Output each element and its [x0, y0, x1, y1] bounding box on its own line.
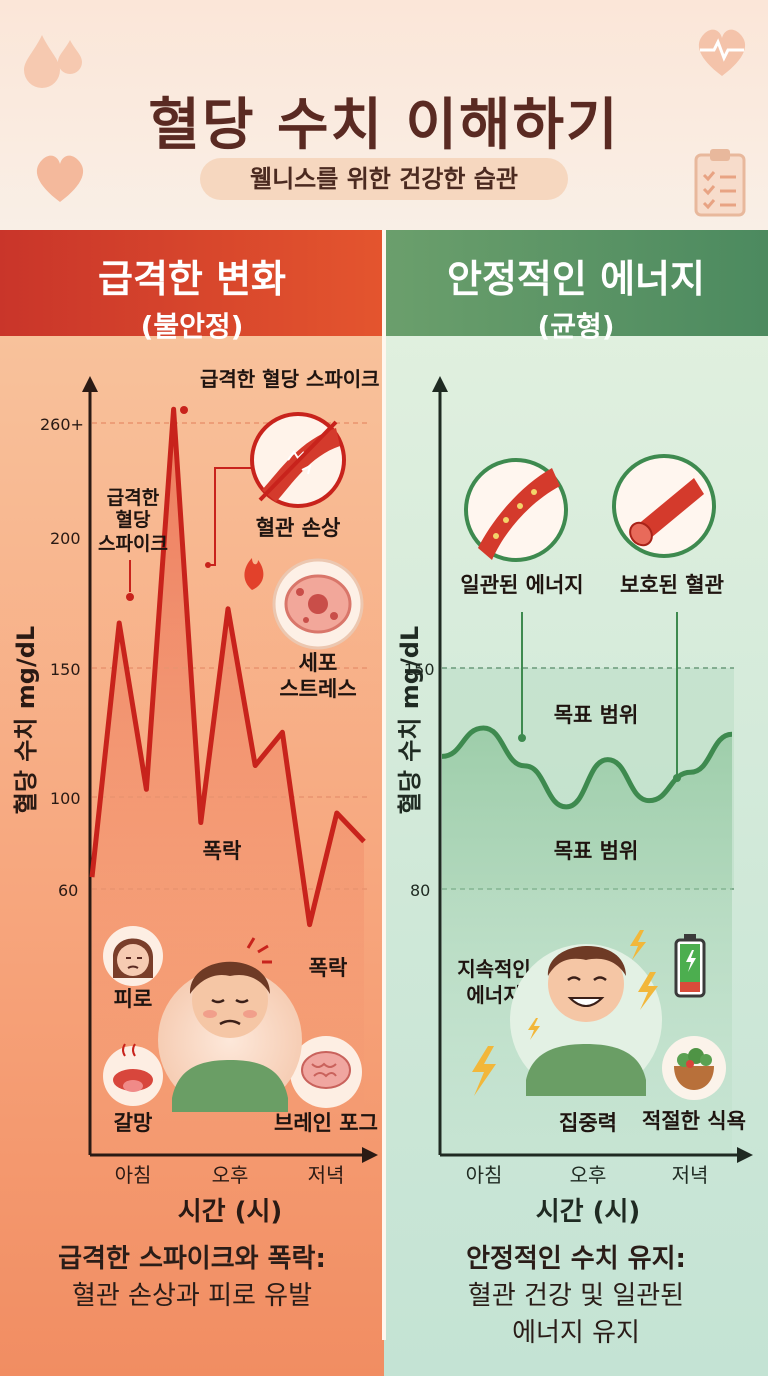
unstable-summary: 급격한 스파이크와 폭락: 혈관 손상과 피로 유발: [0, 1238, 384, 1312]
right-xtick-evening: 저녁: [672, 1163, 709, 1187]
right-area-fill: [442, 728, 732, 1155]
left-leader-vessel-dot: [205, 562, 211, 568]
stable-heading: 안정적인 에너지: [447, 257, 705, 301]
right-leader-energy-dot: [518, 734, 526, 742]
left-xtick-morning: 아침: [115, 1163, 152, 1187]
left-fatigue-label: 피로: [114, 987, 153, 1011]
left-ytick-100: 100: [50, 789, 81, 808]
lightning-icon: [638, 972, 658, 1010]
right-x-axis-label: 시간 (시): [536, 1197, 641, 1227]
focus-label: 집중력: [559, 1111, 617, 1135]
blood-drop-icon: [24, 35, 82, 88]
left-leader-vessel: [210, 467, 252, 566]
healthy-vessel-icon: [612, 454, 716, 558]
sustained-energy-label-1: 지속적인: [457, 957, 531, 981]
battery-full-icon: [674, 934, 706, 998]
left-spike-small-1: 급격한: [107, 487, 160, 509]
lightning-icon: [630, 930, 646, 960]
page-subtitle: 웰니스를 위한 건강한 습관: [200, 158, 568, 200]
stable-banner: 안정적인 에너지 (균형): [384, 230, 768, 343]
right-leader-vessel-dot: [673, 774, 681, 782]
lightning-icon: [472, 1046, 496, 1096]
unstable-summary-line-1: 급격한 스파이크와 폭락:: [58, 1244, 326, 1274]
stressed-cell-icon: [272, 558, 364, 650]
energetic-person-illustration: [510, 944, 662, 1096]
left-thirst-label: 갈망: [114, 1111, 153, 1135]
left-peak-dot: [180, 406, 188, 414]
proper-diet-label: 적절한 식욕: [642, 1109, 746, 1133]
flame-icon: [244, 558, 264, 590]
stable-summary-line-1: 안정적인 수치 유지:: [466, 1244, 686, 1274]
left-chart: 260+ 200 150 100 60 혈당 수치 mg/dL 아침 오후 저녁…: [12, 367, 380, 1227]
salad-bowl-icon: [662, 1036, 726, 1100]
damaged-vessel-icon: [250, 412, 346, 508]
fatigue-face-icon: [103, 926, 163, 986]
thirst-mouth-icon: [103, 1043, 163, 1106]
plaque-vessel-icon: [464, 458, 568, 562]
left-cell-stress-2: 스트레스: [279, 677, 356, 701]
header: 혈당 수치 이해하기 웰니스를 위한 건강한 습관: [0, 0, 768, 230]
left-x-axis-label: 시간 (시): [178, 1197, 283, 1227]
tired-person-illustration: [158, 937, 302, 1112]
target-range-label-1: 목표 범위: [554, 703, 639, 727]
left-xtick-evening: 저녁: [308, 1163, 345, 1187]
left-ytick-150: 150: [50, 660, 81, 679]
right-glucose-line: [441, 725, 733, 810]
right-y-axis-label: 혈당 수치 mg/dL: [396, 626, 424, 814]
left-brain-fog-label: 브레인 포그: [274, 1111, 378, 1135]
right-ytick-150: 150: [404, 660, 435, 679]
stable-summary: 안정적인 수치 유지: 혈관 건강 및 일관된 에너지 유지: [384, 1238, 768, 1349]
right-y-arrow: [432, 376, 448, 392]
protected-vessel-label: 보호된 혈관: [620, 573, 724, 597]
lightning-icon: [528, 1018, 540, 1040]
left-xtick-afternoon: 오후: [212, 1163, 249, 1187]
stable-subheading: (균형): [537, 310, 615, 343]
right-xtick-morning: 아침: [466, 1163, 503, 1187]
left-ytick-60: 60: [58, 881, 78, 900]
right-x-arrow: [737, 1147, 753, 1163]
left-cell-stress-1: 세포: [299, 651, 338, 675]
left-x-arrow: [362, 1147, 378, 1163]
panel-divider: [382, 230, 386, 1340]
left-glucose-line: [89, 406, 366, 928]
left-ytick-260: 260+: [40, 415, 84, 434]
unstable-summary-line-2: 혈관 손상과 피로 유발: [71, 1281, 313, 1311]
left-y-axis-label: 혈당 수치 mg/dL: [12, 626, 40, 814]
stable-summary-line-2: 혈관 건강 및 일관된: [467, 1281, 685, 1311]
consistent-energy-label: 일관된 에너지: [460, 573, 583, 597]
left-marker-dots: [126, 406, 188, 601]
right-chart: 150 80 혈당 수치 mg/dL 아침 오후 저녁 시간 (시) 일관된 에…: [396, 376, 753, 1227]
unstable-subheading: (불안정): [140, 310, 244, 343]
stable-summary-line-3: 에너지 유지: [512, 1318, 640, 1348]
unstable-banner: 급격한 변화 (불안정): [0, 230, 384, 343]
left-ytick-200: 200: [50, 529, 81, 548]
left-spike-top-label: 급격한 혈당 스파이크: [200, 367, 380, 391]
left-spike-small-3: 스파이크: [98, 533, 168, 555]
right-xtick-afternoon: 오후: [570, 1163, 607, 1187]
left-vessel-damage-label: 혈관 손상: [256, 516, 341, 540]
heart-icon: [36, 155, 84, 202]
right-ytick-80: 80: [410, 881, 430, 900]
unstable-heading: 급격한 변화: [97, 257, 287, 301]
left-spike-small-2: 혈당: [116, 508, 151, 531]
target-range-label-2: 목표 범위: [554, 839, 639, 863]
left-y-arrow: [82, 376, 98, 392]
page-title: 혈당 수치 이해하기: [148, 93, 620, 158]
left-crash-1: 폭락: [203, 839, 242, 863]
clipboard-icon: [694, 149, 746, 217]
left-crash-2: 폭락: [309, 956, 348, 980]
brain-icon: [290, 1036, 362, 1108]
left-spike-dot: [126, 593, 134, 601]
heart-rate-icon: [698, 29, 746, 76]
